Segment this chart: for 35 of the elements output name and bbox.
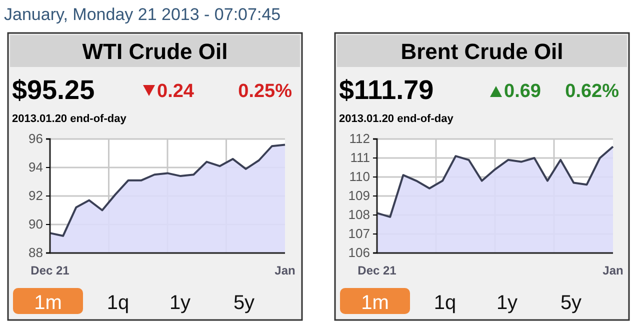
y-tick-label: 108 [348,207,370,222]
text: $95.25 [12,75,95,105]
x-tick-label: Jan [602,264,624,278]
text: 5y [233,292,255,314]
y-tick-label: 106 [348,245,370,260]
x-tick-label: Dec 21 [30,264,70,278]
chart-title: WTI Crude Oil [82,39,228,64]
y-tick-label: 90 [28,216,43,232]
x-tick-label: Dec 21 [358,264,397,278]
y-tick-label: 109 [348,188,370,204]
chart-title: Brent Crude Oil [400,39,564,64]
text: 2013.01.20 end-of-day [339,113,454,125]
text: 1q [106,292,130,314]
text: 5y [560,292,582,314]
text: 1y [169,292,191,314]
y-tick-label: 96 [28,131,43,146]
x-tick-label: Jan [274,264,296,278]
text: 1m [34,292,62,314]
text: $111.79 [339,75,434,105]
y-tick-label: 94 [28,160,43,175]
y-tick-label: 110 [349,169,370,184]
text: 2013.01.20 end-of-day [12,113,128,125]
text: 1q [434,292,456,314]
text: 0.24 [157,81,194,102]
text: 1m [361,292,389,314]
y-tick-label: 92 [28,188,43,204]
y-tick-label: 112 [349,131,370,146]
text: 1y [496,292,518,314]
text: January, Monday 21 2013 - 07:07:45 [4,5,281,24]
y-tick-label: 111 [350,150,370,166]
y-tick-label: 88 [28,245,43,260]
text: 0.69 [504,81,541,102]
y-tick-label: 107 [348,226,370,242]
text: 0.25% [238,81,292,102]
text: 0.62% [565,81,620,102]
